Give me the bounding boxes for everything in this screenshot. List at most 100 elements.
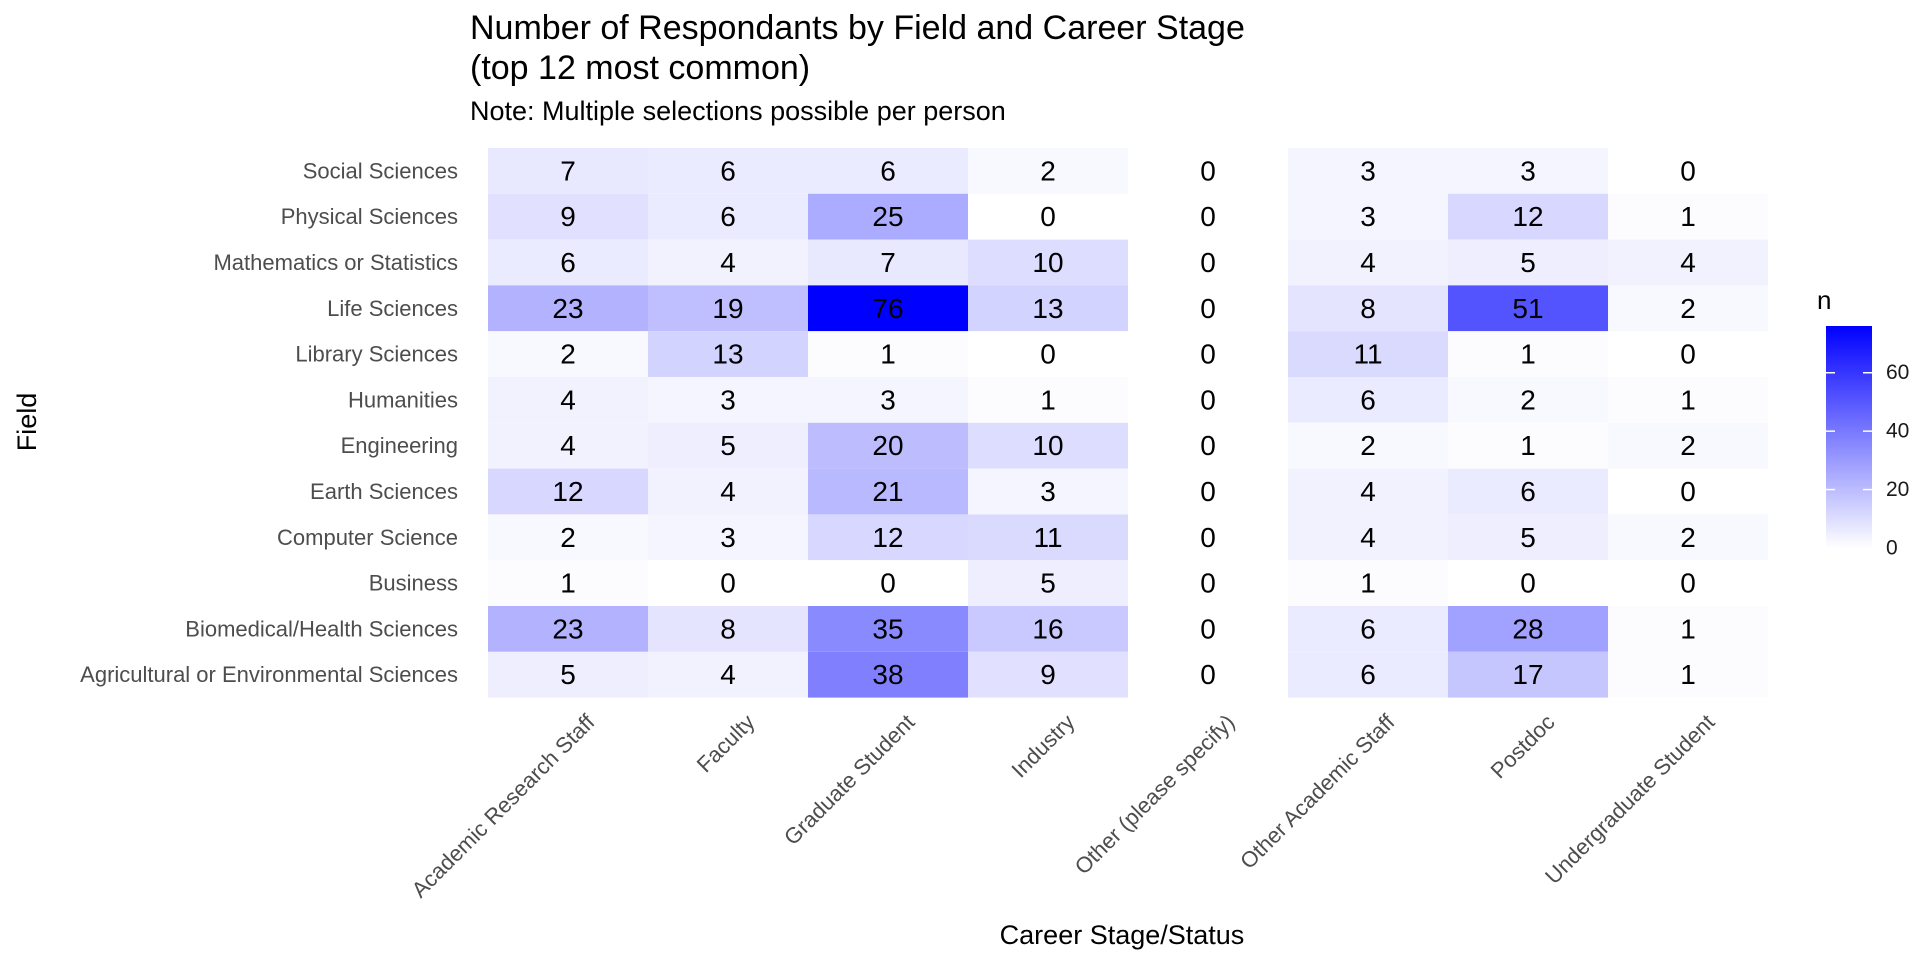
heatmap-cell-social-sciences-other-please-specify: [1128, 148, 1288, 194]
chart-subtitle: Note: Multiple selections possible per p…: [470, 96, 1006, 126]
heatmap-cell-earth-sciences-academic-research-staff: [488, 468, 648, 515]
cell-value-label: 1: [880, 339, 896, 370]
heatmap-cell-computer-science-other-academic-staff: [1288, 514, 1448, 561]
cell-value-label: 0: [1200, 430, 1216, 461]
color-legend: n 0 20 40 60: [1817, 285, 1909, 560]
cell-value-label: 1: [1680, 201, 1696, 232]
heatmap-cell-life-sciences-other-please-specify: [1128, 285, 1288, 332]
x-tick-label-industry: Industry: [1007, 709, 1080, 782]
chart-title: Number of Respondants by Field and Caree…: [470, 8, 1245, 88]
heatmap-cell-library-sciences-academic-research-staff: [488, 331, 648, 377]
heatmap-cell-biomedical-health-sciences-postdoc: [1448, 606, 1608, 652]
cell-value-label: 1: [1680, 613, 1696, 644]
cell-value-label: 9: [1040, 659, 1056, 690]
cell-value-label: 10: [1032, 430, 1063, 461]
cell-value-label: 13: [712, 339, 743, 370]
heatmap-cell-humanities-faculty: [648, 377, 808, 423]
heatmap-cell-agricultural-or-environmental-sciences-faculty: [648, 651, 808, 698]
cell-value-label: 11: [1353, 339, 1382, 370]
cell-value-label: 6: [560, 247, 576, 278]
x-tick-label-graduate-student: Graduate Student: [779, 709, 919, 849]
cell-value-label: 4: [720, 476, 736, 507]
cell-value-label: 4: [1360, 247, 1376, 278]
chart-title-line-1: Number of Respondants by Field and Caree…: [470, 9, 1245, 47]
y-tick-label-mathematics-or-statistics: Mathematics or Statistics: [213, 250, 458, 275]
cell-value-label: 3: [1360, 155, 1376, 186]
heatmap-cell-life-sciences-graduate-student: [808, 285, 968, 332]
cell-value-label: 0: [1200, 201, 1216, 232]
heatmap-cell-physical-sciences-other-please-specify: [1128, 193, 1288, 240]
heatmap-cell-mathematics-or-statistics-undergraduate-student: [1608, 239, 1768, 286]
heatmap-cell-physical-sciences-undergraduate-student: [1608, 193, 1768, 240]
heatmap-cell-earth-sciences-postdoc: [1448, 468, 1608, 515]
legend-title: n: [1817, 285, 1831, 315]
heatmap-cell-biomedical-health-sciences-undergraduate-student: [1608, 606, 1768, 652]
cell-value-label: 12: [1512, 201, 1543, 232]
y-tick-label-engineering: Engineering: [341, 433, 458, 458]
heatmap-cell-mathematics-or-statistics-industry: [968, 239, 1128, 286]
cell-value-label: 1: [1040, 384, 1056, 415]
cell-value-label: 7: [560, 155, 576, 186]
heatmap-cell-social-sciences-other-academic-staff: [1288, 148, 1448, 194]
heatmap-cell-computer-science-academic-research-staff: [488, 514, 648, 561]
cell-value-label: 0: [880, 568, 896, 599]
heatmap-cell-agricultural-or-environmental-sciences-other-academic-staff: [1288, 651, 1448, 698]
legend-tick-label: 0: [1886, 537, 1898, 560]
y-tick-label-library-sciences: Library Sciences: [295, 342, 458, 367]
heatmap-cell-physical-sciences-postdoc: [1448, 193, 1608, 240]
heatmap-cell-engineering-graduate-student: [808, 422, 968, 469]
heatmap-cell-library-sciences-postdoc: [1448, 331, 1608, 377]
heatmap-cell-humanities-academic-research-staff: [488, 377, 648, 423]
heatmap-cell-life-sciences-postdoc: [1448, 285, 1608, 332]
cell-value-label: 12: [552, 476, 583, 507]
heatmap-cell-business-academic-research-staff: [488, 560, 648, 606]
heatmap-cell-life-sciences-undergraduate-student: [1608, 285, 1768, 332]
cell-value-label: 0: [1200, 293, 1216, 324]
heatmap-cell-agricultural-or-environmental-sciences-industry: [968, 651, 1128, 698]
cell-value-label: 3: [1520, 155, 1536, 186]
heatmap-cell-social-sciences-academic-research-staff: [488, 148, 648, 194]
heatmap-cells: 7 6 6 2 0 3 3 09 6 25 0 0 3 12 16 4 7 10 0 4 5 423 19 76 13 0 8 51 2…: [488, 148, 1768, 698]
cell-value-label: 2: [1680, 430, 1696, 461]
heatmap-cell-engineering-faculty: [648, 422, 808, 469]
heatmap-cell-biomedical-health-sciences-academic-research-staff: [488, 606, 648, 652]
cell-value-label: 0: [1200, 384, 1216, 415]
cell-value-label: 5: [1520, 247, 1536, 278]
heatmap-cell-physical-sciences-graduate-student: [808, 193, 968, 240]
heatmap-cell-physical-sciences-faculty: [648, 193, 808, 240]
heatmap-cell-library-sciences-other-academic-staff: [1288, 331, 1448, 377]
cell-value-label: 3: [880, 384, 896, 415]
heatmap-cell-physical-sciences-academic-research-staff: [488, 193, 648, 240]
cell-value-label: 1: [1520, 339, 1536, 370]
cell-value-label: 1: [1360, 568, 1376, 599]
cell-value-label: 8: [720, 613, 736, 644]
heatmap-cell-agricultural-or-environmental-sciences-graduate-student: [808, 651, 968, 698]
cell-value-label: 0: [1040, 201, 1056, 232]
cell-value-label: 3: [1360, 201, 1376, 232]
heatmap-cell-humanities-postdoc: [1448, 377, 1608, 423]
heatmap-cell-engineering-other-please-specify: [1128, 422, 1288, 469]
cell-value-label: 2: [1360, 430, 1376, 461]
x-axis-tick-labels: Academic Research Staff Faculty Graduate S…: [407, 709, 1720, 903]
heatmap-cell-mathematics-or-statistics-academic-research-staff: [488, 239, 648, 286]
cell-value-label: 6: [1360, 384, 1376, 415]
cell-value-label: 25: [872, 201, 903, 232]
cell-value-label: 0: [1200, 613, 1216, 644]
heatmap-cell-agricultural-or-environmental-sciences-other-please-specify: [1128, 651, 1288, 698]
cell-value-label: 4: [560, 384, 576, 415]
cell-value-label: 3: [1040, 476, 1056, 507]
cell-value-label: 2: [1520, 384, 1536, 415]
cell-value-label: 12: [872, 522, 903, 553]
cell-value-label: 38: [872, 659, 903, 690]
cell-value-label: 17: [1512, 659, 1543, 690]
cell-value-label: 5: [720, 430, 736, 461]
cell-value-label: 3: [720, 384, 736, 415]
heatmap-cell-humanities-industry: [968, 377, 1128, 423]
heatmap-cell-biomedical-health-sciences-industry: [968, 606, 1128, 652]
legend-ticks: 0 20 40 60: [1826, 361, 1909, 560]
heatmap-cell-computer-science-postdoc: [1448, 514, 1608, 561]
cell-value-label: 0: [1680, 476, 1696, 507]
heatmap-cell-social-sciences-postdoc: [1448, 148, 1608, 194]
cell-value-label: 76: [872, 293, 903, 324]
chart-title-line-2: (top 12 most common): [470, 49, 811, 87]
